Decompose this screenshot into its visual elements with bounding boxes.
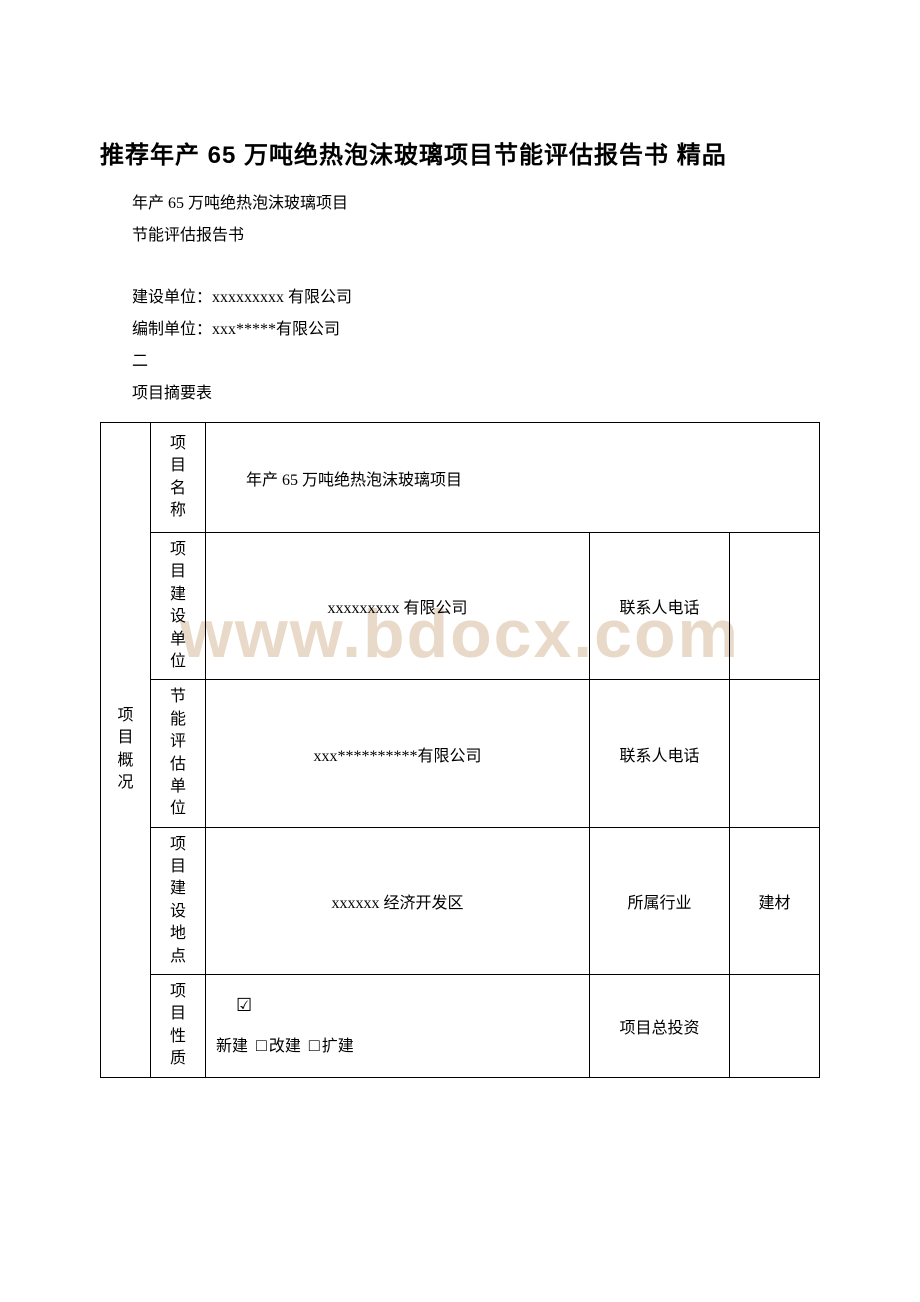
field-cell: 项目建设地点 <box>151 827 206 974</box>
value2-cell <box>730 533 820 680</box>
document-content: 推荐年产 65 万吨绝热泡沫玻璃项目节能评估报告书 精品 年产 65 万吨绝热泡… <box>100 135 820 1078</box>
field-label: 项目建设单位 <box>161 539 195 673</box>
table-row: 项目概况 项目名称 年产 65 万吨绝热泡沫玻璃项目 <box>101 423 820 533</box>
checkbox-option-1: 新建 <box>216 1038 248 1055</box>
intro-line-5: 二 <box>100 346 820 378</box>
intro-line-1: 年产 65 万吨绝热泡沫玻璃项目 <box>100 188 820 220</box>
checkbox-option-2: 改建 <box>269 1038 301 1055</box>
intro-line-4: 编制单位：xxx*****有限公司 <box>100 314 820 346</box>
intro-line-2: 节能评估报告书 <box>100 220 820 252</box>
document-title: 推荐年产 65 万吨绝热泡沫玻璃项目节能评估报告书 精品 <box>100 135 820 170</box>
checkbox-checked-icon: ☑ <box>236 986 252 1026</box>
intro-line-3: 建设单位：xxxxxxxxx 有限公司 <box>100 282 820 314</box>
value-cell-checkbox: ☑ 新建 □改建 □扩建 <box>206 975 590 1078</box>
field-cell: 项目建设单位 <box>151 533 206 680</box>
intro-block: 年产 65 万吨绝热泡沫玻璃项目 节能评估报告书 建设单位：xxxxxxxxx … <box>100 188 820 410</box>
value-cell: 年产 65 万吨绝热泡沫玻璃项目 <box>206 423 820 533</box>
value2-cell <box>730 975 820 1078</box>
summary-label: 项目摘要表 <box>100 378 820 410</box>
field-cell: 项目性质 <box>151 975 206 1078</box>
value-cell: xxxxxx 经济开发区 <box>206 827 590 974</box>
table-row: 项目性质 ☑ 新建 □改建 □扩建 项目总投资 <box>101 975 820 1078</box>
value-cell: xxx**********有限公司 <box>206 680 590 827</box>
field-cell: 节能评估单位 <box>151 680 206 827</box>
table-row: 节能评估单位 xxx**********有限公司 联系人电话 <box>101 680 820 827</box>
label2-cell: 所属行业 <box>590 827 730 974</box>
label2-cell: 项目总投资 <box>590 975 730 1078</box>
value2-cell <box>730 680 820 827</box>
value-cell: xxxxxxxxx 有限公司 <box>206 533 590 680</box>
checkbox-empty-icon: □ <box>309 1026 320 1066</box>
label2-cell: 联系人电话 <box>590 680 730 827</box>
value2-cell: 建材 <box>730 827 820 974</box>
field-cell: 项目名称 <box>151 423 206 533</box>
field-label: 项目建设地点 <box>161 834 195 968</box>
group-cell: 项目概况 <box>101 423 151 1078</box>
table-row: 项目建设单位 xxxxxxxxx 有限公司 联系人电话 <box>101 533 820 680</box>
group-label: 项目概况 <box>111 705 140 795</box>
field-label: 项目性质 <box>161 981 195 1071</box>
checkbox-empty-icon: □ <box>256 1026 267 1066</box>
checkbox-option-3: 扩建 <box>322 1038 354 1055</box>
field-label: 项目名称 <box>161 433 195 523</box>
summary-table: 项目概况 项目名称 年产 65 万吨绝热泡沫玻璃项目 项目建设单位 xxxxxx… <box>100 422 820 1078</box>
field-label: 节能评估单位 <box>161 686 195 820</box>
label2-cell: 联系人电话 <box>590 533 730 680</box>
table-row: 项目建设地点 xxxxxx 经济开发区 所属行业 建材 <box>101 827 820 974</box>
